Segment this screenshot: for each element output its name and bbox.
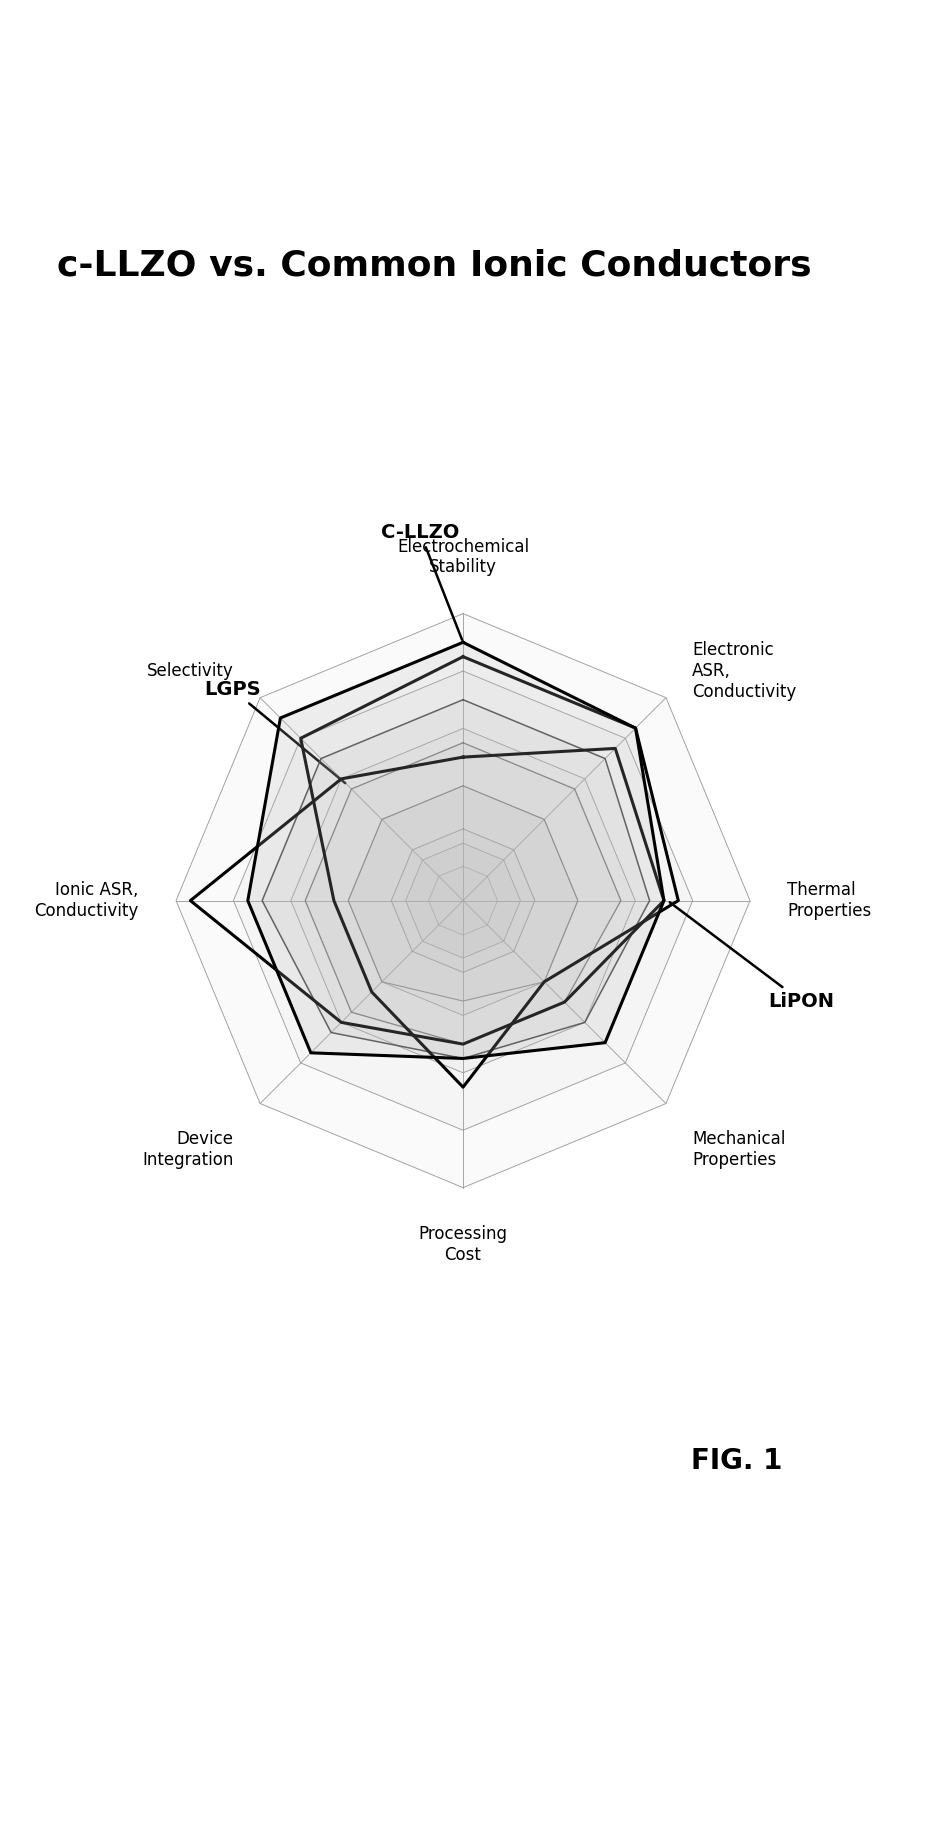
Polygon shape (348, 787, 577, 1015)
Polygon shape (233, 671, 692, 1130)
Text: Selectivity: Selectivity (147, 662, 233, 680)
Polygon shape (176, 614, 750, 1187)
Text: Ionic ASR,
Conductivity: Ionic ASR, Conductivity (34, 880, 139, 921)
Polygon shape (261, 700, 649, 1059)
Polygon shape (405, 844, 520, 958)
Text: Mechanical
Properties: Mechanical Properties (692, 1130, 784, 1169)
Text: FIG. 1: FIG. 1 (691, 1447, 782, 1476)
Text: Electrochemical
Stability: Electrochemical Stability (396, 537, 529, 577)
Text: LGPS: LGPS (204, 680, 345, 783)
Text: LiPON: LiPON (669, 902, 834, 1011)
Text: C-LLZO: C-LLZO (380, 522, 462, 640)
Text: Device
Integration: Device Integration (143, 1130, 233, 1169)
Text: Electronic
ASR,
Conductivity: Electronic ASR, Conductivity (692, 641, 796, 700)
Text: c-LLZO vs. Common Ionic Conductors: c-LLZO vs. Common Ionic Conductors (57, 248, 811, 281)
Polygon shape (291, 728, 634, 1073)
Polygon shape (429, 866, 497, 936)
Polygon shape (348, 787, 577, 1002)
Polygon shape (247, 641, 664, 1059)
Text: Thermal
Properties: Thermal Properties (786, 880, 870, 921)
Polygon shape (305, 743, 620, 1044)
Text: Processing
Cost: Processing Cost (418, 1224, 507, 1265)
Polygon shape (391, 829, 534, 972)
